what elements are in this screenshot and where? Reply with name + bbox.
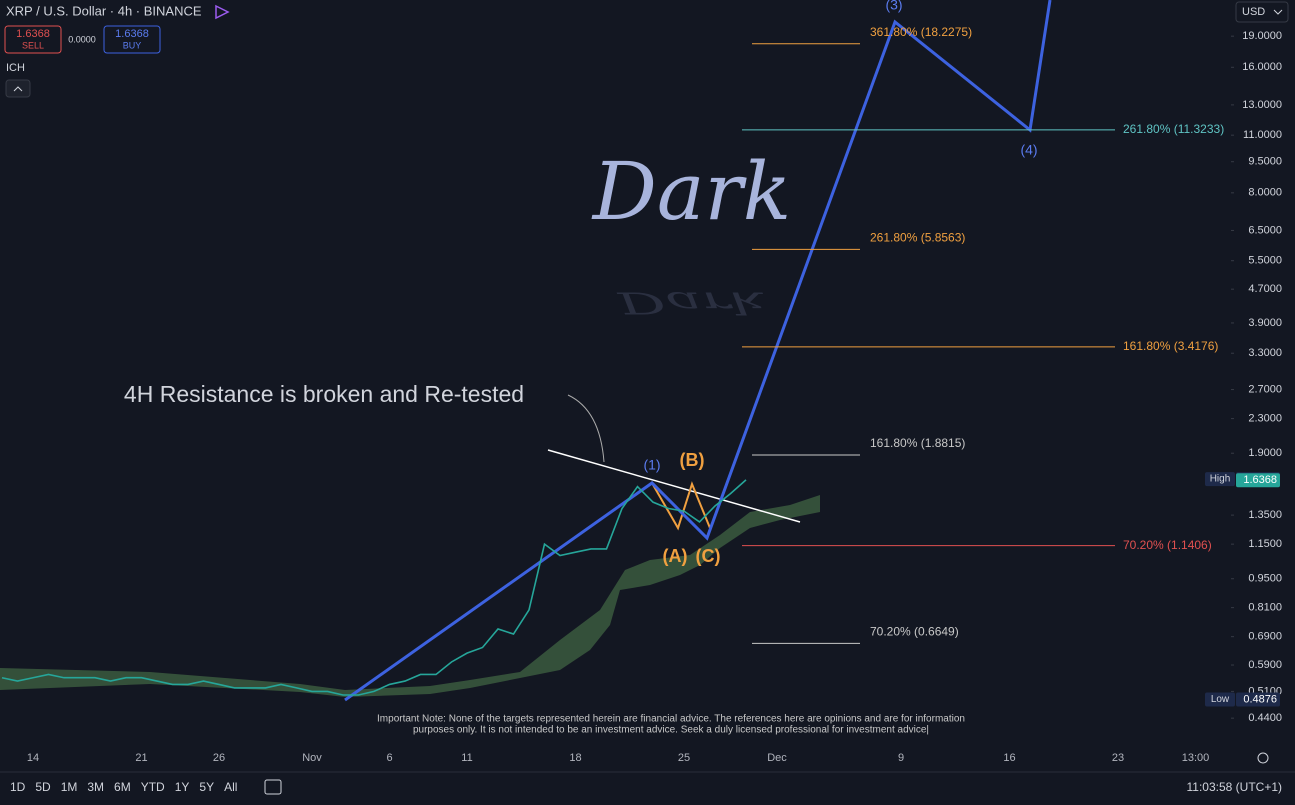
y-tick-label: 6.5000 — [1248, 224, 1282, 236]
price-badge-label: High — [1210, 474, 1231, 485]
range-button[interactable]: All — [224, 780, 237, 794]
resistance-note: 4H Resistance is broken and Re-tested — [124, 381, 524, 407]
fib-label: 161.80% (3.4176) — [1123, 339, 1218, 353]
x-tick-label: 11 — [461, 752, 472, 764]
fib-label: 161.80% (1.8815) — [870, 436, 965, 450]
watermark-reflection: Dark — [616, 285, 766, 320]
range-button[interactable]: 1M — [61, 780, 78, 794]
y-tick-label: 13.0000 — [1242, 99, 1282, 111]
x-tick-label: 25 — [678, 752, 690, 764]
price-badge — [1236, 473, 1280, 488]
logo-icon — [215, 4, 230, 20]
sell-price: 1.6368 — [16, 28, 50, 40]
range-button[interactable]: 1Y — [175, 780, 190, 794]
price-badge-label: Low — [1211, 694, 1230, 705]
fib-label: 70.20% (0.6649) — [870, 625, 959, 639]
price-line — [1, 479, 747, 696]
collapse-button[interactable] — [5, 79, 31, 98]
price-badge-tag — [1205, 692, 1235, 707]
y-tick-label: 4.7000 — [1248, 283, 1282, 295]
x-tick-label: 16 — [1003, 752, 1015, 764]
y-tick-label: 11.0000 — [1243, 129, 1282, 141]
fib-label: 261.80% (11.3233) — [1123, 122, 1224, 136]
buy-price: 1.6368 — [115, 28, 149, 40]
x-tick-label: Nov — [302, 752, 322, 764]
chevron-icon — [13, 86, 23, 92]
indicator-name: ICH — [6, 62, 25, 74]
y-tick-label: 0.5900 — [1248, 659, 1282, 671]
resistance-line — [547, 449, 801, 523]
wave-label: (4) — [1020, 142, 1037, 158]
y-tick-label: 3.3000 — [1248, 347, 1282, 359]
y-tick-label: 9.5000 — [1248, 156, 1282, 168]
currency-button[interactable] — [1235, 1, 1289, 23]
range-button[interactable]: 1D — [10, 780, 26, 794]
range-button[interactable]: 5Y — [199, 780, 214, 794]
y-tick-label: 1.3500 — [1248, 509, 1282, 521]
y-tick-label: 0.8100 — [1248, 602, 1282, 614]
settings-icon[interactable] — [1257, 752, 1269, 764]
range-button[interactable]: YTD — [141, 780, 165, 794]
buy-label: BUY — [123, 40, 142, 50]
y-tick-label: 2.7000 — [1248, 383, 1282, 395]
clock: 11:03:58 (UTC+1) — [1187, 780, 1283, 794]
price-badge — [1236, 692, 1280, 707]
x-tick-label: 23 — [1112, 752, 1124, 764]
wave-label: (3) — [885, 0, 902, 13]
x-tick-label: 6 — [386, 752, 392, 764]
x-tick-label: 9 — [898, 752, 904, 764]
y-tick-label: 8.0000 — [1248, 187, 1282, 199]
fib-label: 70.20% (1.1406) — [1123, 538, 1212, 552]
ichimoku-cloud — [0, 495, 820, 697]
x-tick-label: 18 — [569, 752, 581, 764]
fib-label: 361.80% (18.2275) — [870, 25, 972, 39]
watermark: Dark — [591, 145, 792, 238]
x-tick-label: 26 — [213, 752, 225, 764]
x-tick-label: 14 — [27, 752, 39, 764]
x-tick-label: 13:00 — [1182, 752, 1210, 764]
range-button[interactable]: 5D — [35, 780, 51, 794]
y-tick-label: 3.9000 — [1248, 317, 1282, 329]
y-tick-label: 0.9500 — [1248, 573, 1282, 585]
y-tick-label: 0.6900 — [1248, 631, 1282, 643]
range-button[interactable]: 3M — [87, 780, 104, 794]
wave-label: (A) — [663, 546, 688, 566]
disclaimer: purposes only. It is not intended to be … — [413, 725, 929, 736]
corrective-wave — [651, 481, 711, 531]
impulse-wave — [344, 0, 1052, 702]
wave-label: (C) — [696, 546, 721, 566]
spread: 0.0000 — [68, 34, 96, 44]
currency: USD — [1242, 6, 1265, 18]
callout-line — [567, 394, 605, 463]
y-tick-label: 0.4400 — [1248, 712, 1282, 724]
sell-button[interactable] — [4, 25, 62, 54]
calendar-icon[interactable] — [264, 779, 282, 795]
disclaimer: Important Note: None of the targets repr… — [377, 714, 965, 725]
y-tick-label: 5.5000 — [1248, 255, 1282, 267]
price-badge-value: 0.4876 — [1243, 693, 1277, 705]
sell-label: SELL — [22, 40, 44, 50]
wave-label: (B) — [680, 450, 705, 470]
y-tick-label: 2.3000 — [1248, 413, 1282, 425]
price-badge-tag — [1205, 472, 1235, 487]
y-tick-label: 1.1500 — [1248, 538, 1282, 550]
y-tick-label: 1.9000 — [1248, 447, 1282, 459]
fib-label: 261.80% (5.8563) — [870, 231, 965, 245]
symbol-title: XRP / U.S. Dollar · 4h · BINANCE — [6, 3, 202, 18]
chevron-icon — [1273, 9, 1283, 15]
price-badge-value: 1.6368 — [1243, 474, 1277, 486]
wave-label: (1) — [643, 457, 660, 473]
y-tick-label: 16.0000 — [1242, 61, 1282, 73]
y-tick-label: 19.0000 — [1242, 30, 1282, 42]
range-button[interactable]: 6M — [114, 780, 131, 794]
x-tick-label: Dec — [767, 752, 787, 764]
buy-button[interactable] — [103, 25, 161, 54]
x-tick-label: 21 — [135, 752, 147, 764]
